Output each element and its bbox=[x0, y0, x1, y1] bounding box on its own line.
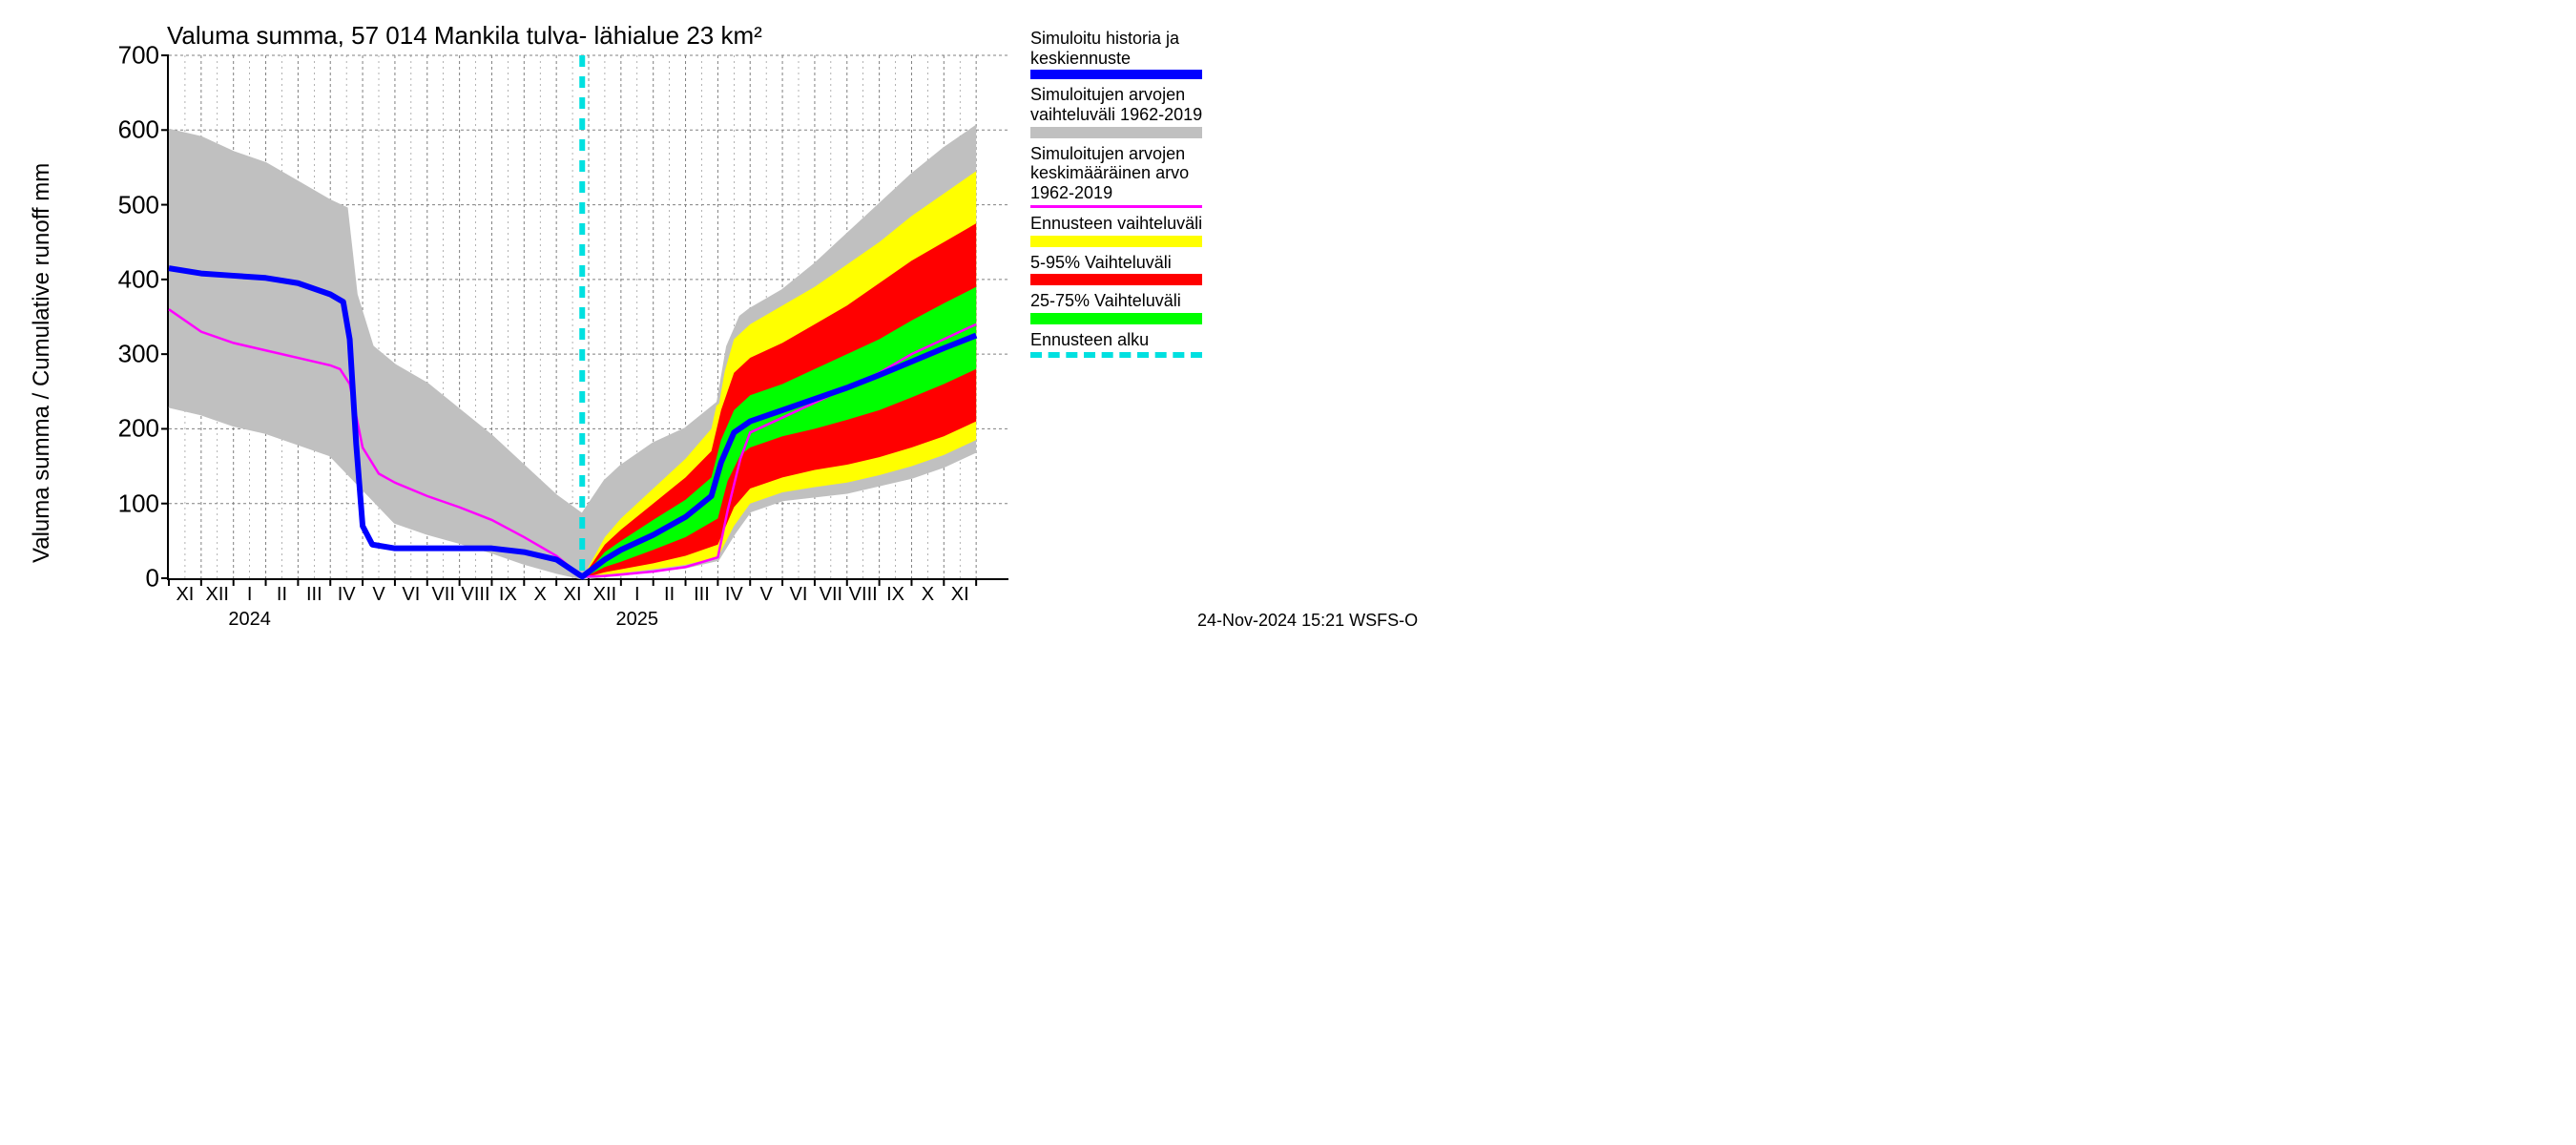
y-tick-label: 600 bbox=[118, 115, 169, 145]
x-tick-label: IV bbox=[338, 578, 356, 606]
legend-label: Ennusteen vaihteluväli bbox=[1030, 214, 1202, 234]
x-tick-label: III bbox=[306, 578, 322, 606]
legend-entry: Simuloitu historia jakeskiennuste bbox=[1030, 29, 1202, 79]
y-axis-label: Valuma summa / Cumulative runoff mm bbox=[29, 163, 55, 563]
legend-label: vaihteluväli 1962-2019 bbox=[1030, 105, 1202, 125]
x-tick-label: XI bbox=[176, 578, 194, 606]
legend-entry: 5-95% Vaihteluväli bbox=[1030, 253, 1202, 286]
x-tick-label: XI bbox=[951, 578, 969, 606]
legend-swatch bbox=[1030, 236, 1202, 247]
x-tick-label: XII bbox=[206, 578, 229, 606]
x-tick-label: VIII bbox=[462, 578, 490, 606]
x-tick-label: V bbox=[759, 578, 772, 606]
legend-label: 25-75% Vaihteluväli bbox=[1030, 291, 1202, 311]
x-tick-label: IV bbox=[725, 578, 743, 606]
legend-label: 5-95% Vaihteluväli bbox=[1030, 253, 1202, 273]
x-tick-label: XII bbox=[593, 578, 616, 606]
chart-container: Valuma summa, 57 014 Mankila tulva- lähi… bbox=[0, 0, 1431, 636]
legend-label: keskimääräinen arvo bbox=[1030, 163, 1202, 183]
legend-entry: Ennusteen vaihteluväli bbox=[1030, 214, 1202, 247]
x-tick-label: XI bbox=[564, 578, 582, 606]
legend-entry: Simuloitujen arvojenvaihteluväli 1962-20… bbox=[1030, 85, 1202, 137]
y-tick-label: 400 bbox=[118, 264, 169, 294]
legend-label: Ennusteen alku bbox=[1030, 330, 1202, 350]
y-tick-label: 700 bbox=[118, 41, 169, 71]
y-tick-label: 200 bbox=[118, 414, 169, 444]
legend-swatch bbox=[1030, 127, 1202, 138]
x-tick-label: VII bbox=[431, 578, 454, 606]
x-tick-label: V bbox=[372, 578, 384, 606]
x-year-label: 2025 bbox=[616, 578, 659, 631]
legend-swatch bbox=[1030, 313, 1202, 324]
legend-entry: Simuloitujen arvojenkeskimääräinen arvo … bbox=[1030, 144, 1202, 208]
chart-title: Valuma summa, 57 014 Mankila tulva- lähi… bbox=[167, 21, 762, 51]
x-tick-label: X bbox=[922, 578, 934, 606]
y-tick-label: 0 bbox=[146, 564, 169, 593]
legend-label: Simuloitu historia ja bbox=[1030, 29, 1202, 49]
x-tick-label: X bbox=[534, 578, 547, 606]
x-tick-label: III bbox=[694, 578, 710, 606]
legend-swatch bbox=[1030, 352, 1202, 358]
x-tick-label: IX bbox=[499, 578, 517, 606]
x-tick-label: VII bbox=[820, 578, 842, 606]
legend-label: Simuloitujen arvojen bbox=[1030, 85, 1202, 105]
chart-footer: 24-Nov-2024 15:21 WSFS-O bbox=[1197, 611, 1418, 631]
plot-area: 0100200300400500600700XIXIIIIIIIIIVVVIVI… bbox=[167, 55, 1008, 580]
legend-swatch bbox=[1030, 70, 1202, 79]
x-tick-label: VI bbox=[402, 578, 420, 606]
legend-entry: 25-75% Vaihteluväli bbox=[1030, 291, 1202, 324]
legend-swatch bbox=[1030, 274, 1202, 285]
x-tick-label: II bbox=[664, 578, 675, 606]
x-tick-label: II bbox=[277, 578, 287, 606]
y-tick-label: 100 bbox=[118, 489, 169, 518]
legend-entry: Ennusteen alku bbox=[1030, 330, 1202, 358]
y-tick-label: 300 bbox=[118, 340, 169, 369]
y-tick-label: 500 bbox=[118, 190, 169, 219]
legend-swatch bbox=[1030, 205, 1202, 208]
x-tick-label: VIII bbox=[849, 578, 878, 606]
legend-label: keskiennuste bbox=[1030, 49, 1202, 69]
legend-label: Simuloitujen arvojen bbox=[1030, 144, 1202, 164]
x-year-label: 2024 bbox=[228, 578, 271, 631]
plot-svg bbox=[169, 55, 1008, 578]
legend: Simuloitu historia jakeskiennusteSimuloi… bbox=[1030, 29, 1202, 364]
x-tick-label: VI bbox=[790, 578, 808, 606]
legend-label: 1962-2019 bbox=[1030, 183, 1202, 203]
x-tick-label: IX bbox=[886, 578, 904, 606]
